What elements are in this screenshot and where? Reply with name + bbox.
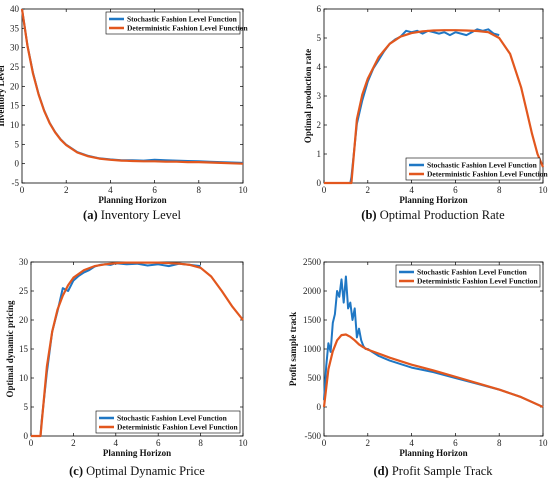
panel-caption: (a) Inventory Level — [83, 208, 181, 222]
y-tick-label: 25 — [10, 62, 20, 72]
x-tick-label: 6 — [152, 185, 157, 195]
chart-panel-d: 0 2 4 6 8 10-50005001000150020002500Planning … — [288, 257, 548, 478]
y-axis-label: Profit sample track — [288, 312, 298, 386]
y-tick-label: 1500 — [303, 315, 322, 325]
x-tick-label: 0 — [322, 185, 327, 195]
x-tick-label: 2 — [64, 185, 69, 195]
x-tick-label: 0 — [29, 438, 34, 448]
y-tick-label: 4 — [317, 62, 322, 72]
x-tick-label: 6 — [156, 438, 161, 448]
x-tick-label: 8 — [198, 438, 203, 448]
deterministic-series-line — [20, 8, 244, 165]
axes-frame — [323, 8, 544, 184]
panel-caption: (d) Profit Sample Track — [373, 464, 493, 478]
y-tick-label: 5 — [24, 402, 29, 412]
y-tick-label: 25 — [19, 286, 29, 296]
x-tick-label: 4 — [114, 438, 119, 448]
x-tick-label: 10 — [239, 438, 249, 448]
y-tick-label: 35 — [10, 23, 20, 33]
y-tick-label: 0 — [15, 159, 20, 169]
legend-entry: Stochastic Fashion Level Function — [427, 161, 538, 170]
x-tick-label: 6 — [453, 438, 458, 448]
legend-box — [405, 157, 541, 181]
y-tick-label: 1 — [317, 149, 322, 159]
x-axis-label: Planning Horizon — [98, 195, 166, 205]
y-tick-label: 0 — [317, 402, 322, 412]
legend-entry: Stochastic Fashion Level Function — [127, 15, 238, 24]
y-tick-label: 1000 — [303, 344, 322, 354]
legend-box — [105, 11, 241, 35]
chart-panel-c: 0 2 4 6 8 10 0 5 10 15 20 25 30 Planning Horizon Optim… — [5, 257, 248, 478]
x-tick-label: 8 — [197, 185, 202, 195]
y-tick-label: 5 — [15, 139, 20, 149]
axes-frame — [323, 261, 544, 437]
y-tick-label: -500 — [305, 431, 322, 441]
legend-box — [95, 410, 241, 434]
y-tick-label: 0 — [317, 178, 322, 188]
legend-entry: Deterministic Fashion Level Function — [417, 277, 538, 286]
y-tick-label: 0 — [24, 431, 29, 441]
stochastic-series-line — [31, 262, 201, 437]
x-tick-label: 2 — [71, 438, 76, 448]
y-tick-label: 30 — [10, 43, 20, 53]
y-tick-label: 15 — [19, 344, 29, 354]
x-tick-label: 0 — [322, 438, 327, 448]
x-axis-label: Planning Horizon — [399, 195, 467, 205]
y-tick-label: 20 — [10, 81, 20, 91]
x-axis-label: Planning Horizon — [399, 448, 467, 458]
y-tick-label: -5 — [12, 178, 20, 188]
x-tick-label: 4 — [409, 185, 414, 195]
deterministic-series-line — [31, 261, 244, 438]
y-tick-label: 3 — [317, 91, 322, 101]
legend: Stochastic Fashion Level FunctionDetermi… — [405, 157, 548, 181]
y-axis-label: Optimal production rate — [303, 49, 313, 143]
y-tick-label: 2 — [317, 120, 322, 130]
x-tick-label: 8 — [497, 185, 502, 195]
x-tick-label: 10 — [539, 438, 549, 448]
legend-entry: Deterministic Fashion Level Function — [117, 423, 238, 432]
legend-entry: Deterministic Fashion Level Function — [427, 170, 548, 179]
y-tick-label: 30 — [19, 257, 29, 267]
y-tick-label: 10 — [19, 373, 29, 383]
y-tick-label: 20 — [19, 315, 29, 325]
legend-entry: Deterministic Fashion Level Function — [127, 24, 248, 33]
x-tick-label: 2 — [366, 185, 371, 195]
x-tick-label: 2 — [366, 438, 371, 448]
legend: Stochastic Fashion Level FunctionDetermi… — [95, 410, 241, 434]
x-tick-label: 10 — [539, 185, 549, 195]
y-tick-label: 5 — [317, 33, 322, 43]
y-tick-label: 10 — [10, 120, 20, 130]
legend-entry: Stochastic Fashion Level Function — [417, 268, 528, 277]
legend-box — [395, 264, 541, 288]
x-tick-label: 8 — [497, 438, 502, 448]
y-tick-label: 6 — [317, 4, 322, 14]
x-tick-label: 0 — [20, 185, 25, 195]
legend: Stochastic Fashion Level FunctionDetermi… — [395, 264, 541, 288]
x-axis-label: Planning Horizon — [103, 448, 171, 458]
legend: Stochastic Fashion Level FunctionDetermi… — [105, 11, 248, 35]
legend-entry: Stochastic Fashion Level Function — [117, 414, 228, 423]
deterministic-series-line — [324, 29, 545, 185]
x-tick-label: 10 — [239, 185, 249, 195]
deterministic-series-line — [322, 333, 544, 409]
x-tick-label: 4 — [108, 185, 113, 195]
y-tick-label: 500 — [308, 373, 322, 383]
panel-caption: (c) Optimal Dynamic Price — [69, 464, 205, 478]
y-tick-label: 15 — [10, 101, 20, 111]
stochastic-series-line — [323, 275, 544, 408]
y-tick-label: 40 — [10, 4, 20, 14]
y-tick-label: 2500 — [303, 257, 322, 267]
x-tick-label: 6 — [453, 185, 458, 195]
axes-frame — [21, 8, 244, 184]
panel-caption: (b) Optimal Production Rate — [361, 208, 505, 222]
y-axis-label: Optimal dynamic pricing — [5, 300, 15, 398]
x-tick-label: 4 — [409, 438, 414, 448]
y-tick-label: 2000 — [303, 286, 322, 296]
y-axis-label: Inventory Level — [0, 65, 6, 127]
